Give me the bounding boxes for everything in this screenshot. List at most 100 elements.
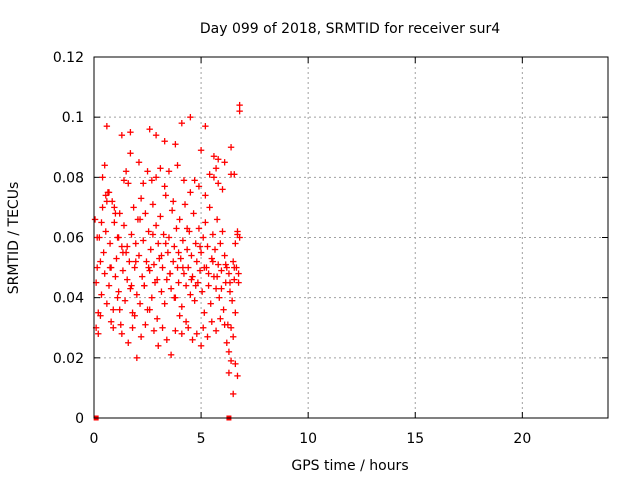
- data-point: [149, 201, 157, 208]
- data-point: [204, 333, 211, 340]
- data-point: [200, 234, 207, 241]
- data-point: [122, 168, 130, 175]
- data-point: [209, 231, 217, 238]
- data-point: [164, 249, 172, 256]
- data-point: [97, 258, 104, 265]
- y-tick-label: 0: [75, 411, 84, 427]
- data-point: [128, 282, 135, 289]
- data-point: [94, 234, 101, 241]
- data-point: [132, 240, 139, 247]
- data-point: [161, 138, 168, 145]
- data-point: [113, 255, 120, 262]
- axis-ticks: 0 0.02 0.04 0.06 0.08 0.1 0.12 0 5 10 15 20: [53, 50, 608, 447]
- data-point: [91, 216, 99, 223]
- data-point: [191, 297, 198, 304]
- data-point: [100, 249, 107, 256]
- data-point: [116, 306, 123, 313]
- data-point: [190, 210, 197, 217]
- plot-frame: [93, 56, 609, 419]
- data-point: [236, 101, 243, 109]
- data-point: [178, 119, 186, 127]
- data-point: [145, 264, 152, 271]
- data-point: [136, 216, 144, 223]
- data-point: [158, 288, 165, 295]
- data-point: [236, 234, 243, 241]
- data-point: [222, 261, 229, 268]
- y-axis-label: SRMTID / TECUs: [6, 182, 22, 295]
- data-point: [121, 297, 129, 304]
- data-point: [126, 258, 133, 265]
- data-point: [221, 159, 228, 166]
- data-point: [148, 177, 156, 184]
- chart-title: Day 099 of 2018, SRMTID for receiver sur…: [200, 21, 500, 37]
- data-point: [166, 270, 174, 277]
- data-point: [137, 195, 145, 202]
- data-point: [112, 210, 119, 217]
- data-point: [119, 267, 127, 274]
- data-point: [223, 264, 230, 271]
- data-point: [153, 315, 161, 322]
- data-point: [165, 168, 173, 175]
- data-point: [110, 306, 117, 313]
- data-point: [216, 294, 223, 301]
- data-point: [127, 285, 134, 292]
- data-point: [95, 330, 102, 337]
- data-point: [205, 282, 212, 289]
- data-point: [221, 321, 228, 328]
- data-point: [235, 270, 242, 277]
- data-point: [213, 273, 221, 280]
- data-point: [165, 234, 173, 241]
- data-point: [109, 198, 116, 205]
- data-point: [215, 180, 222, 187]
- data-point: [127, 150, 134, 157]
- data-point: [161, 183, 168, 190]
- data-point: [123, 243, 131, 250]
- data-point: [118, 132, 126, 139]
- data-point: [167, 351, 175, 359]
- data-point: [173, 225, 180, 232]
- data-point: [232, 240, 239, 247]
- data-point: [172, 141, 179, 148]
- data-point: [129, 324, 136, 331]
- data-point: [111, 219, 118, 226]
- data-point: [140, 237, 147, 244]
- data-point: [236, 107, 243, 115]
- data-point: [234, 372, 241, 380]
- data-point: [177, 255, 184, 262]
- data-point: [137, 333, 145, 340]
- data-point: [202, 192, 209, 199]
- data-point: [163, 276, 171, 283]
- data-point: [176, 312, 183, 319]
- data-point: [152, 174, 160, 181]
- data-point: [179, 237, 187, 244]
- data-point: [133, 354, 141, 362]
- x-tick-label: 10: [299, 431, 317, 447]
- data-point: [162, 240, 169, 247]
- data-point: [112, 273, 119, 280]
- y-tick-label: 0.12: [53, 50, 84, 66]
- data-point: [218, 285, 225, 292]
- data-point: [131, 312, 138, 319]
- data-point: [188, 276, 195, 283]
- data-point: [114, 294, 121, 301]
- data-point: [155, 342, 162, 349]
- data-point: [136, 300, 144, 307]
- data-point: [103, 122, 111, 130]
- data-point: [118, 243, 126, 250]
- data-point: [195, 183, 203, 190]
- data-point: [106, 264, 114, 271]
- data-point: [171, 243, 178, 250]
- data-point: [202, 122, 209, 130]
- data-point: [207, 300, 214, 307]
- data-point: [231, 171, 238, 178]
- data-point: [160, 231, 167, 238]
- data-point: [209, 258, 217, 265]
- data-point: [231, 264, 238, 271]
- data-point: [208, 255, 215, 262]
- data-point: [99, 174, 106, 181]
- data-point: [235, 279, 242, 286]
- data-point: [217, 240, 224, 247]
- data-point: [227, 144, 235, 151]
- data-point: [135, 252, 143, 259]
